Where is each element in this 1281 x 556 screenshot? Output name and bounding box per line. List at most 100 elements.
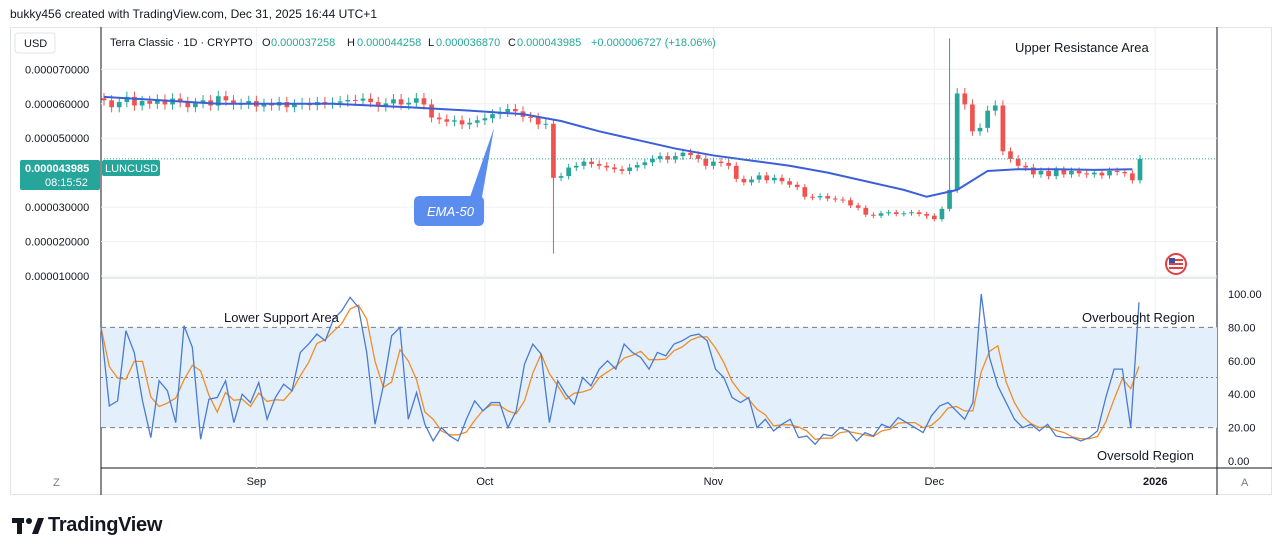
candle-body	[1076, 170, 1082, 174]
lower-support-label: Lower Support Area	[224, 310, 340, 325]
candle-body	[1069, 170, 1074, 175]
candle-body	[947, 189, 952, 209]
ohlc-high-value: 0.000044258	[357, 37, 421, 49]
ticker-label: LUNCUSD	[105, 163, 158, 175]
candle-body	[817, 196, 823, 198]
ema-50-line	[103, 95, 1133, 198]
oversold-label: Oversold Region	[1097, 448, 1194, 463]
candle-body	[726, 163, 731, 166]
stochastic-tick-label: 100.00	[1228, 289, 1262, 301]
stochastic-series	[100, 293, 1140, 446]
stochastic-band-fill	[101, 327, 1217, 428]
ohlc-high-label: H	[347, 37, 355, 49]
candle-body	[406, 102, 412, 105]
ohlc-close-value: 0.000043985	[517, 37, 581, 49]
candle-body	[672, 156, 678, 160]
last-price-badge	[20, 160, 100, 190]
candle-body	[848, 200, 853, 206]
candle-body	[1099, 172, 1105, 176]
time-tick-label: 2026	[1143, 476, 1167, 488]
candle-body	[581, 161, 587, 166]
candle-body	[375, 102, 381, 107]
auto-scale-a-button[interactable]: A	[1241, 477, 1249, 489]
candle-body	[1091, 172, 1097, 175]
candle-body	[193, 103, 198, 108]
candle-body	[924, 214, 930, 216]
stochastic-band	[101, 326, 1217, 429]
candle-body	[688, 152, 693, 156]
candle-body	[177, 98, 183, 103]
candle-body	[695, 155, 701, 159]
candle-body	[1107, 170, 1112, 176]
candle-body	[680, 152, 686, 157]
candle-body	[703, 158, 709, 166]
candle-body	[558, 176, 564, 178]
upper-resistance-label: Upper Resistance Area	[1015, 40, 1149, 55]
us-flag-icon[interactable]	[1165, 253, 1187, 275]
candle-body	[1023, 165, 1029, 168]
candle-body	[444, 119, 450, 122]
candle-body	[139, 101, 145, 106]
chart-frame	[10, 27, 1272, 495]
price-axis: 0.000070000 0.000060000 0.000050000 0.00003…	[25, 64, 89, 283]
candle-body	[779, 177, 785, 182]
stochastic-tick-label: 20.00	[1228, 423, 1256, 435]
attribution: bukky456 created with TradingView.com, D…	[10, 7, 377, 21]
stochastic-tick-label: 0.00	[1228, 456, 1249, 468]
candle-body	[832, 198, 838, 200]
candle-body	[1137, 158, 1143, 181]
candle-body	[215, 96, 221, 106]
time-tick-label: Oct	[476, 476, 493, 488]
candle-body	[954, 93, 960, 190]
candle-body	[421, 98, 427, 105]
candle-body	[711, 161, 716, 166]
candle-body	[124, 96, 130, 103]
price-tick-label: 0.000030000	[25, 202, 89, 214]
candle-body	[619, 169, 625, 171]
auto-scale-z-button[interactable]: Z	[53, 477, 60, 489]
ema-50-series	[103, 95, 1133, 198]
candle-body	[261, 103, 267, 107]
candle-body	[185, 102, 191, 108]
ohlc-open-value: 0.000037258	[271, 37, 335, 49]
candle-body	[459, 120, 465, 125]
candle-body	[1046, 170, 1051, 177]
ohlc-open-label: O	[262, 37, 271, 49]
ema-callout: EMA-50	[414, 128, 494, 226]
candle-body	[391, 99, 396, 104]
price-tick-label: 0.000050000	[25, 133, 89, 145]
candle-body	[733, 165, 739, 179]
candle-body	[810, 196, 815, 198]
stochastic-tick-label: 80.00	[1228, 322, 1256, 334]
ohlc-low-label: L	[428, 37, 434, 49]
candle-body	[360, 98, 366, 101]
stochastic-k-line	[100, 293, 1140, 446]
candle-body	[871, 214, 876, 216]
candle-body	[322, 102, 328, 104]
candle-body	[474, 120, 480, 123]
candle-body	[505, 108, 511, 113]
candle-body	[1038, 170, 1044, 175]
candle-body	[231, 100, 236, 105]
candle-body	[931, 215, 937, 220]
candle-body	[642, 162, 648, 166]
candle-body	[1000, 105, 1006, 152]
candle-body	[116, 102, 122, 108]
ohlc-change: +0.000006727 (+18.06%)	[591, 37, 716, 49]
candle-body	[353, 99, 358, 101]
candle-body	[825, 196, 831, 199]
candle-body	[535, 117, 541, 125]
candle-body	[368, 98, 373, 103]
candle-body	[855, 205, 861, 208]
candle-body	[741, 178, 747, 183]
candle-body	[452, 120, 457, 122]
ticker-badge	[102, 160, 160, 176]
currency-button[interactable]	[14, 32, 56, 54]
symbol-title: Terra Classic · 1D · CRYPTO	[110, 37, 253, 49]
ohlc-low-value: 0.000036870	[436, 37, 500, 49]
candle-body	[413, 98, 419, 103]
candle-body	[543, 123, 549, 125]
candle-body	[1008, 151, 1013, 159]
candle-body	[398, 99, 404, 105]
